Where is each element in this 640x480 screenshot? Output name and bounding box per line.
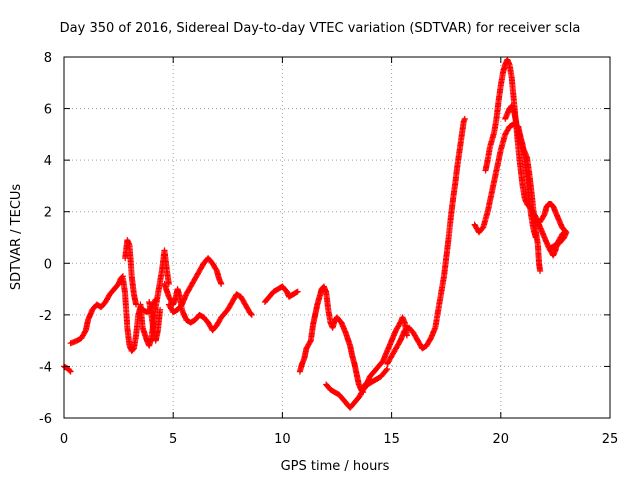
data-point-markers (384, 115, 468, 367)
data-point-markers (502, 103, 544, 274)
y-tick-label: 8 (44, 51, 52, 66)
axis-tick-labels: 0 5 10 15 20 25 -6 -4 -2 0 2 4 6 8 (39, 51, 618, 447)
x-tick-label: 25 (602, 432, 619, 447)
x-tick-label: 0 (60, 432, 68, 447)
y-tick-label: -4 (39, 360, 52, 375)
y-tick-label: 0 (44, 257, 52, 272)
data-point-markers (296, 283, 367, 396)
data-point-markers (161, 280, 255, 334)
x-tick-label: 5 (169, 432, 177, 447)
x-axis-label: GPS time / hours (281, 459, 390, 474)
y-axis-label: SDTVAR / TECUs (9, 184, 24, 291)
data-series-sdtvar (61, 56, 570, 411)
x-tick-label: 15 (383, 432, 400, 447)
y-tick-label: 6 (44, 103, 52, 118)
x-tick-label: 20 (493, 432, 510, 447)
data-point-markers (122, 237, 140, 308)
data-point-markers (360, 314, 410, 391)
y-tick-label: 4 (44, 154, 52, 169)
data-point-markers (261, 283, 301, 305)
data-point-markers (67, 273, 126, 347)
data-point-markers (537, 201, 570, 251)
y-tick-label: -2 (39, 309, 52, 324)
grid (64, 57, 610, 418)
x-tick-label: 10 (274, 432, 291, 447)
y-tick-label: -6 (39, 412, 52, 427)
axis-ticks (63, 56, 611, 419)
plot-frame (63, 56, 611, 419)
data-point-markers (146, 299, 164, 344)
chart-title: Day 350 of 2016, Sidereal Day-to-day VTE… (60, 21, 581, 36)
data-point-markers (165, 255, 225, 316)
y-tick-label: 2 (44, 206, 52, 221)
